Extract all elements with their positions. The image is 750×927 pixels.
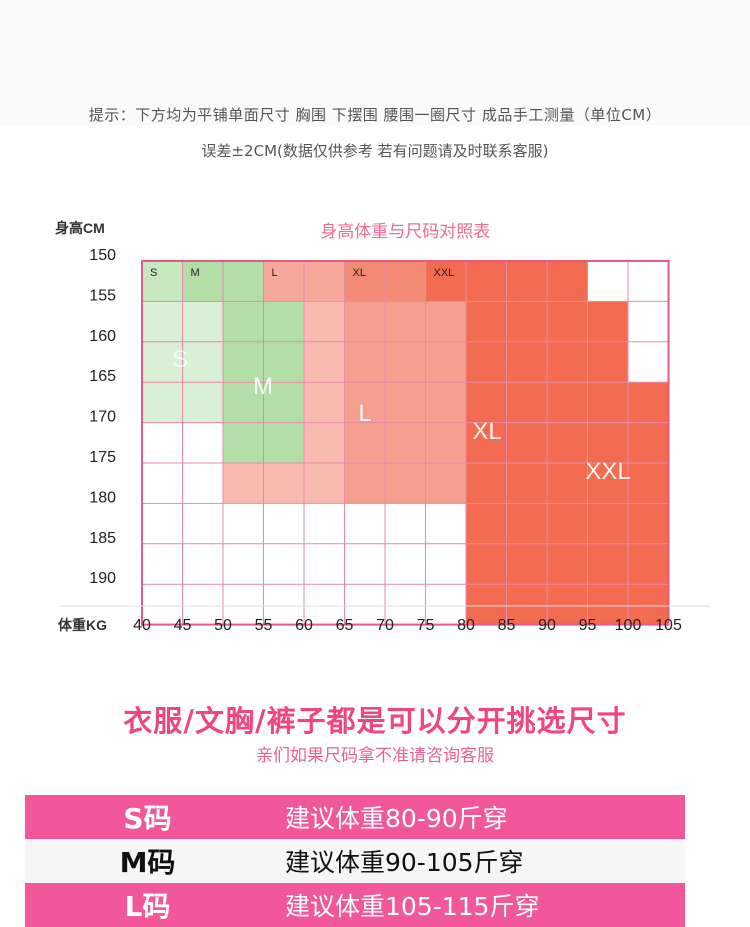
- x-tick-label: 70: [376, 617, 394, 634]
- x-tick-label: 60: [295, 617, 313, 634]
- size-region-label: XXL: [585, 458, 630, 485]
- size-row: L码 建议体重105-115斤穿: [25, 883, 685, 927]
- x-tick-label: 80: [457, 617, 475, 634]
- y-tick-label: 170: [89, 409, 116, 426]
- size-advice: 建议体重90-105斤穿: [285, 848, 524, 877]
- error-note: 误差±2CM(数据仅供参考 若有问题请及时联系客服): [201, 142, 549, 160]
- size-recommendation-table: S码 建议体重80-90斤穿 M码 建议体重90-105斤穿 L码 建议体重10…: [25, 795, 685, 927]
- x-tick-label: 100: [615, 617, 642, 634]
- corner-size-label: M: [191, 267, 200, 279]
- x-tick-label: 95: [579, 617, 597, 634]
- size-name: S码: [123, 802, 172, 835]
- chart-title: 身高体重与尺码对照表: [320, 222, 490, 241]
- separate-size-heading: 衣服/文胸/裤子都是可以分开挑选尺寸: [123, 704, 627, 738]
- x-tick-label: 85: [498, 617, 516, 634]
- size-region-xxl: [587, 341, 628, 383]
- corner-cell: [425, 261, 466, 302]
- y-tick-label: 175: [89, 449, 116, 466]
- x-tick-label: 105: [655, 617, 682, 634]
- corner-cell: [142, 261, 183, 302]
- x-tick-label: 65: [336, 617, 354, 634]
- y-tick-label: 190: [89, 570, 116, 587]
- y-tick-label: 155: [89, 287, 116, 304]
- x-tick-label: 90: [538, 617, 556, 634]
- y-tick-label: 150: [89, 247, 116, 264]
- size-row: M码 建议体重90-105斤穿: [25, 839, 685, 883]
- corner-size-label: L: [272, 267, 278, 279]
- size-name: L码: [124, 890, 171, 923]
- header-band: [0, 0, 750, 125]
- y-tick-label: 180: [89, 489, 116, 506]
- size-chart-svg: 身高体重与尺码对照表 身高CM 150 155 160 165 170 175 180 185 19…: [55, 220, 710, 634]
- size-advice: 建议体重105-115斤穿: [285, 892, 540, 921]
- empty-cell: [628, 301, 669, 342]
- corner-cell: [223, 261, 264, 302]
- x-tick-label: 55: [255, 617, 273, 634]
- corner-size-label: S: [150, 267, 157, 279]
- consult-service-note: 亲们如果尺码拿不准请咨询客服: [256, 746, 494, 766]
- x-tick-label: 45: [174, 617, 192, 634]
- plot-frame: [141, 260, 670, 626]
- size-region-label: L: [358, 400, 371, 427]
- y-tick-label: 165: [89, 368, 116, 385]
- size-chart: 身高体重与尺码对照表 身高CM 150 155 160 165 170 175 180 185 19…: [0, 205, 750, 645]
- size-region-label: XL: [472, 418, 501, 445]
- size-row: S码 建议体重80-90斤穿: [25, 795, 685, 839]
- corner-size-label: XL: [353, 267, 366, 279]
- y-tick-label: 160: [89, 328, 116, 345]
- size-advice: 建议体重80-90斤穿: [285, 804, 508, 833]
- y-axis-label: 身高CM: [55, 220, 105, 236]
- measurement-note: 提示：下方均为平铺单面尺寸 胸围 下摆围 腰围一圈尺寸 成品手工测量（单位CM）: [88, 106, 662, 124]
- x-tick-label: 75: [417, 617, 435, 634]
- size-region-label: M: [253, 373, 273, 400]
- size-name: M码: [119, 846, 176, 879]
- corner-size-label: XXL: [434, 267, 455, 279]
- x-tick-label: 40: [133, 617, 151, 634]
- corner-cell: [182, 261, 223, 302]
- x-axis-label: 体重KG: [58, 617, 107, 633]
- size-region-label: S: [172, 346, 188, 373]
- empty-cell: [628, 341, 669, 383]
- x-tick-label: 50: [214, 617, 232, 634]
- y-tick-label: 185: [89, 530, 116, 547]
